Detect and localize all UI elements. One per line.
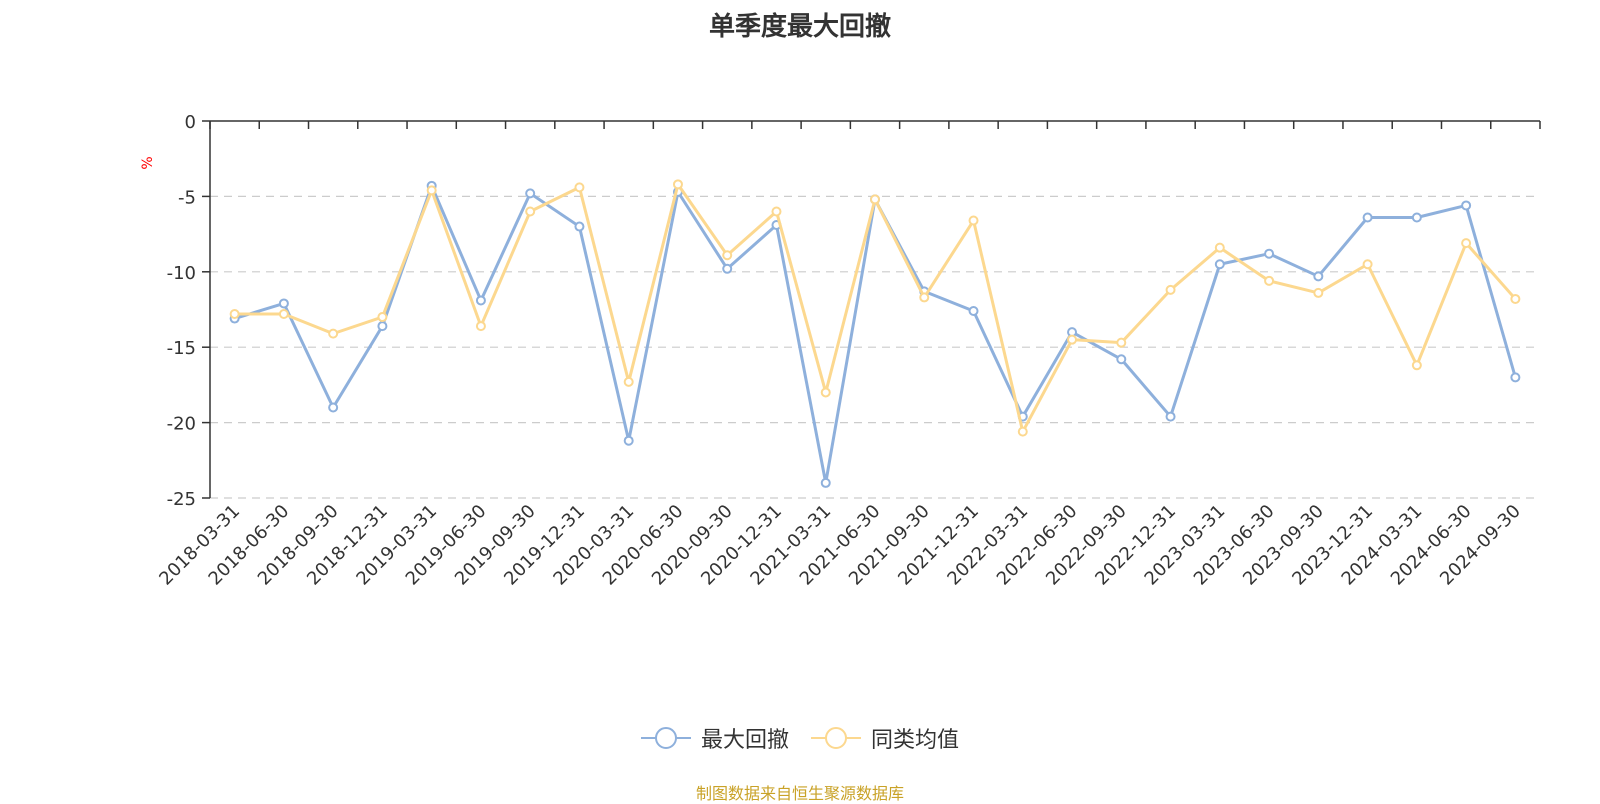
legend-line-circle-icon xyxy=(640,727,691,749)
data-point[interactable] xyxy=(574,182,585,193)
series-line xyxy=(234,182,1517,434)
data-point[interactable] xyxy=(1165,411,1176,422)
y-tick-label: -5 xyxy=(178,187,196,208)
data-point[interactable] xyxy=(1067,334,1078,345)
data-point[interactable] xyxy=(1461,200,1472,211)
y-tick-label: -15 xyxy=(167,338,196,359)
legend-label: 最大回撤 xyxy=(700,728,789,753)
data-point[interactable] xyxy=(574,221,585,232)
data-point[interactable] xyxy=(426,185,437,196)
legend-item-max-drawdown[interactable]: 最大回撤 xyxy=(640,722,789,754)
data-point[interactable] xyxy=(278,298,289,309)
data-point[interactable] xyxy=(328,328,339,339)
y-tick-label: -10 xyxy=(167,263,196,284)
data-point[interactable] xyxy=(475,321,486,332)
data-source-note: 制图数据来自恒生聚源数据库 xyxy=(695,784,904,803)
data-point[interactable] xyxy=(968,215,979,226)
data-point[interactable] xyxy=(525,188,536,199)
legend-label: 同类均值 xyxy=(871,728,960,753)
data-point[interactable] xyxy=(1017,426,1028,437)
grid-lines xyxy=(210,195,1540,499)
data-point[interactable] xyxy=(278,309,289,320)
data-point[interactable] xyxy=(1264,275,1275,286)
data-point[interactable] xyxy=(328,402,339,413)
data-point[interactable] xyxy=(1461,238,1472,249)
data-point[interactable] xyxy=(672,179,683,190)
data-point[interactable] xyxy=(1116,337,1127,348)
data-point[interactable] xyxy=(1214,259,1225,270)
data-point[interactable] xyxy=(377,312,388,323)
data-point[interactable] xyxy=(1116,354,1127,365)
y-tick-label: -25 xyxy=(167,489,196,510)
data-point[interactable] xyxy=(623,376,634,387)
data-point[interactable] xyxy=(1165,284,1176,295)
data-point[interactable] xyxy=(1411,212,1422,223)
data-point[interactable] xyxy=(968,306,979,317)
data-point[interactable] xyxy=(1362,212,1373,223)
data-point[interactable] xyxy=(623,435,634,446)
chart-title: 单季度最大回撤 xyxy=(708,12,891,42)
data-point[interactable] xyxy=(525,206,536,217)
data-point[interactable] xyxy=(722,250,733,261)
data-point[interactable] xyxy=(229,309,240,320)
data-point[interactable] xyxy=(1313,287,1324,298)
data-point[interactable] xyxy=(870,194,880,205)
data-point[interactable] xyxy=(919,292,930,303)
data-point[interactable] xyxy=(1510,372,1521,383)
y-tick-label: 0 xyxy=(185,112,196,133)
data-point[interactable] xyxy=(1362,259,1373,270)
data-point[interactable] xyxy=(1214,242,1225,253)
data-point[interactable] xyxy=(475,295,486,306)
data-point[interactable] xyxy=(1313,271,1324,282)
data-point[interactable] xyxy=(722,263,733,274)
series-group xyxy=(229,179,1521,488)
y-axis-unit-label: % xyxy=(140,156,156,169)
legend-line-circle-icon xyxy=(811,727,861,749)
line-chart: 0-5-10-15-20-252018-03-312018-06-302018-… xyxy=(140,112,1541,590)
y-tick-label: -20 xyxy=(167,414,196,435)
data-point[interactable] xyxy=(820,387,831,398)
data-point[interactable] xyxy=(771,206,782,217)
data-point[interactable] xyxy=(377,321,388,332)
data-point[interactable] xyxy=(1264,248,1275,259)
series-line xyxy=(234,184,1517,485)
legend-item-peer-average[interactable]: 同类均值 xyxy=(811,722,959,754)
series-0 xyxy=(229,180,1521,488)
series-1 xyxy=(229,179,1521,437)
data-point[interactable] xyxy=(1411,360,1422,371)
legend: 最大回撤 同类均值 xyxy=(0,722,1600,754)
data-point[interactable] xyxy=(820,477,831,488)
data-point[interactable] xyxy=(1510,293,1521,304)
